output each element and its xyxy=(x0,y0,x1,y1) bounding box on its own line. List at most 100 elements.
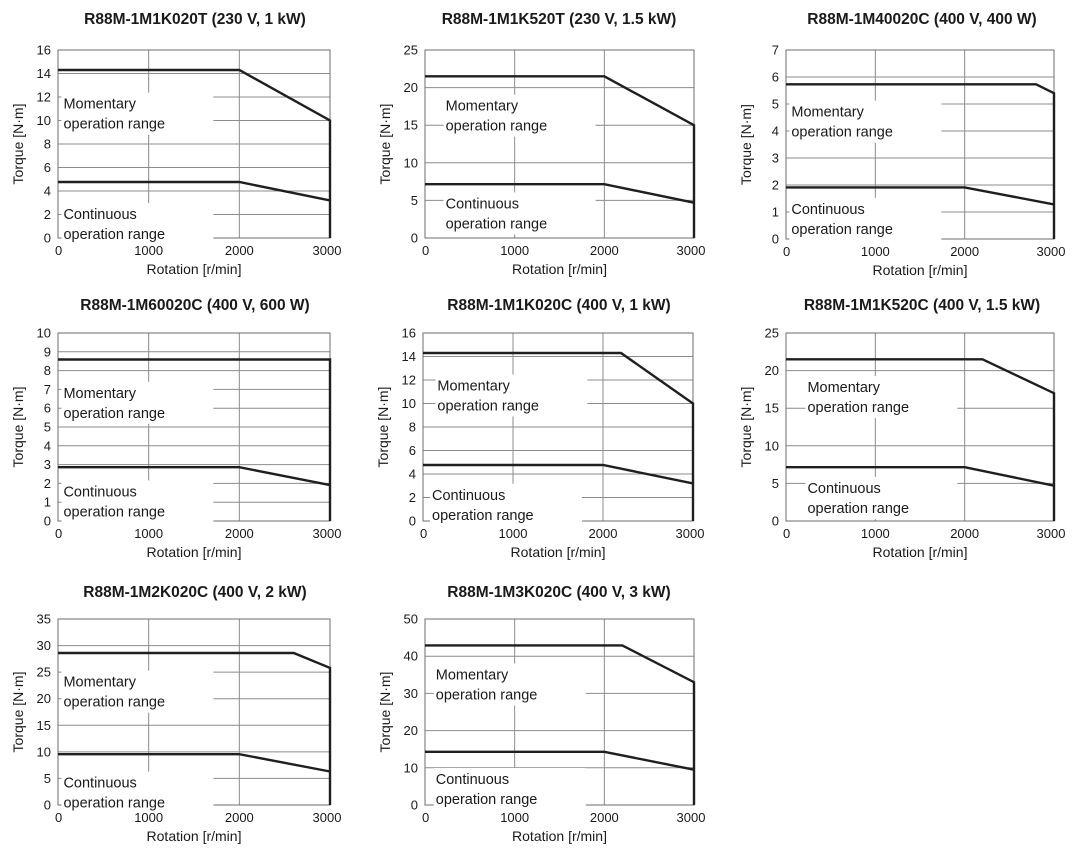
x-axis-label: Rotation [r/min] xyxy=(512,261,607,277)
x-tick-label: 3000 xyxy=(313,526,342,541)
annotation-label: Momentary xyxy=(437,378,510,394)
x-tick-label: 2000 xyxy=(589,526,618,541)
y-tick-label: 5 xyxy=(411,193,418,208)
y-axis-label: Torque [N·m] xyxy=(10,387,26,468)
y-tick-label: 7 xyxy=(772,43,779,58)
y-tick-label: 16 xyxy=(37,43,51,58)
chart-title: R88M-1M2K020C (400 V, 2 kW) xyxy=(83,584,306,601)
annotation-label: Momentary xyxy=(807,380,880,396)
x-tick-label: 1000 xyxy=(861,526,890,541)
y-tick-label: 20 xyxy=(404,723,418,738)
y-axis-label: Torque [N·m] xyxy=(10,104,26,185)
annotation-backdrop xyxy=(61,92,214,135)
y-tick-label: 2 xyxy=(44,476,51,491)
series-line-continuous xyxy=(58,180,331,202)
series-line-continuous xyxy=(786,186,1055,206)
y-tick-label: 0 xyxy=(772,514,779,529)
annotation-backdrop xyxy=(61,381,214,424)
y-tick-label: 0 xyxy=(411,231,418,246)
annotation-label: Momentary xyxy=(63,97,136,113)
annotation-backdrop xyxy=(805,376,958,419)
x-tick-label: 3000 xyxy=(677,243,706,258)
y-tick-label: 8 xyxy=(409,420,416,435)
annotation-backdrop xyxy=(443,94,596,137)
series-line-momentary xyxy=(786,83,1056,239)
x-tick-label: 2000 xyxy=(590,810,619,825)
y-tick-label: 1 xyxy=(772,205,779,220)
x-tick-label: 2000 xyxy=(225,243,254,258)
annotation-backdrop xyxy=(433,768,586,811)
series-line-continuous xyxy=(786,466,1055,487)
annotation-label: operation range xyxy=(63,796,165,812)
chart-title: R88M-1M60020C (400 V, 600 W) xyxy=(80,297,309,314)
y-tick-label: 20 xyxy=(404,80,418,95)
annotation-backdrop xyxy=(789,100,942,143)
y-tick-label: 1 xyxy=(44,495,51,510)
y-axis-label: Torque [N·m] xyxy=(738,104,754,185)
y-tick-label: 10 xyxy=(765,438,779,453)
y-tick-label: 6 xyxy=(44,160,51,175)
annotation-label: Momentary xyxy=(63,675,136,691)
y-tick-label: 30 xyxy=(404,686,418,701)
y-tick-label: 10 xyxy=(404,155,418,170)
y-tick-label: 4 xyxy=(44,438,51,453)
annotation-label: operation range xyxy=(63,117,165,133)
x-tick-label: 0 xyxy=(55,243,62,258)
annotation-label: operation range xyxy=(63,227,165,243)
chart-panel-3: R88M-1M40020C (400 V, 400 W) Momentary ope… xyxy=(738,11,1065,278)
y-tick-label: 0 xyxy=(44,798,51,813)
x-tick-label: 1000 xyxy=(134,243,163,258)
y-tick-label: 20 xyxy=(765,363,779,378)
annotation-label: operation range xyxy=(791,222,893,238)
annotation-label: Continuous xyxy=(63,207,136,223)
chart-title: R88M-1M3K020C (400 V, 3 kW) xyxy=(447,584,670,601)
y-tick-label: 10 xyxy=(37,113,51,128)
y-tick-label: 0 xyxy=(409,514,416,529)
y-tick-label: 8 xyxy=(44,363,51,378)
x-tick-label: 1000 xyxy=(861,244,890,259)
y-tick-label: 14 xyxy=(37,66,51,81)
chart-title: R88M-1M1K520T (230 V, 1.5 kW) xyxy=(442,11,677,28)
y-axis-label: Torque [N·m] xyxy=(738,387,754,468)
series-line-momentary xyxy=(58,68,332,238)
series-line-momentary xyxy=(425,644,696,805)
annotation-backdrop xyxy=(433,663,586,706)
y-tick-label: 25 xyxy=(404,43,418,58)
y-tick-label: 12 xyxy=(37,90,51,105)
y-axis-label: Torque [N·m] xyxy=(10,672,26,753)
annotation-label: operation range xyxy=(446,216,548,232)
y-tick-label: 6 xyxy=(409,443,416,458)
series-line-momentary xyxy=(425,75,696,238)
x-axis-label: Rotation [r/min] xyxy=(512,828,607,844)
chart-panel-4: R88M-1M60020C (400 V, 600 W) Momentary ope… xyxy=(10,297,341,560)
y-tick-label: 0 xyxy=(44,231,51,246)
y-tick-label: 5 xyxy=(44,771,51,786)
annotation-label: operation range xyxy=(807,400,909,416)
annotation-label: operation range xyxy=(63,406,165,422)
y-tick-label: 2 xyxy=(44,207,51,222)
x-axis-label: Rotation [r/min] xyxy=(147,261,242,277)
y-tick-label: 4 xyxy=(44,184,51,199)
x-axis-label: Rotation [r/min] xyxy=(147,828,242,844)
x-axis-label: Rotation [r/min] xyxy=(873,262,968,278)
annotation-label: Momentary xyxy=(63,386,136,402)
y-tick-label: 5 xyxy=(44,420,51,435)
series-line-continuous xyxy=(58,466,331,487)
y-tick-label: 10 xyxy=(404,760,418,775)
x-tick-label: 3000 xyxy=(676,526,705,541)
annotation-label: Continuous xyxy=(791,202,864,218)
y-tick-label: 35 xyxy=(37,612,51,627)
y-tick-label: 2 xyxy=(409,490,416,505)
x-tick-label: 0 xyxy=(422,243,429,258)
annotation-label: Continuous xyxy=(436,772,509,788)
y-tick-label: 4 xyxy=(409,467,416,482)
annotation-label: operation range xyxy=(446,119,548,135)
annotation-label: Continuous xyxy=(807,481,880,497)
annotation-label: operation range xyxy=(436,688,538,704)
y-tick-label: 7 xyxy=(44,382,51,397)
series-line-momentary xyxy=(58,358,332,521)
x-tick-label: 1000 xyxy=(134,810,163,825)
x-tick-label: 2000 xyxy=(225,810,254,825)
